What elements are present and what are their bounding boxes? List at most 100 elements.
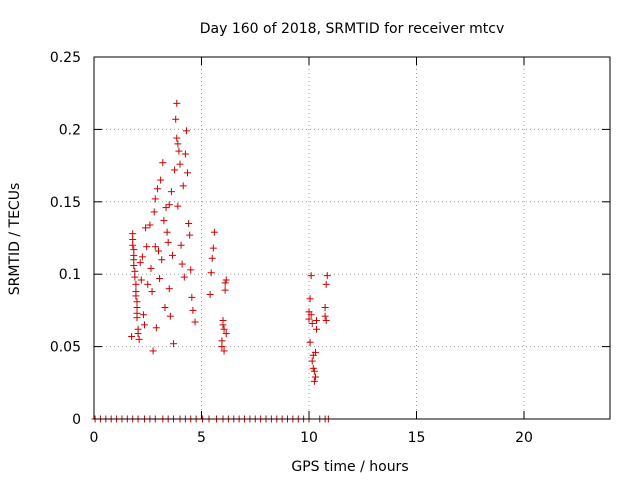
data-point [180, 273, 188, 281]
data-point [310, 377, 318, 385]
data-point [136, 259, 144, 267]
data-point [182, 127, 190, 135]
data-point [173, 134, 181, 142]
x-tick-label: 15 [408, 430, 426, 446]
data-point [210, 228, 218, 236]
data-point [174, 140, 182, 148]
data-point [171, 166, 179, 174]
data-point [306, 338, 314, 346]
data-point [321, 304, 329, 312]
data-point [207, 269, 215, 277]
data-point [313, 317, 321, 325]
x-tick-label: 20 [515, 430, 533, 446]
data-point [153, 185, 161, 193]
data-point [222, 330, 230, 338]
data-point [220, 347, 228, 355]
data-point [307, 272, 315, 280]
x-tick-label: 5 [197, 430, 206, 446]
data-point [130, 262, 138, 270]
data-point [151, 243, 159, 251]
data-point [181, 150, 189, 158]
data-point [174, 202, 182, 210]
data-point [128, 332, 136, 340]
data-point [129, 241, 137, 249]
data-point [164, 238, 172, 246]
y-tick-label: 0.1 [59, 267, 81, 283]
data-point [157, 176, 165, 184]
data-point [221, 286, 229, 294]
x-axis-label: GPS time / hours [291, 459, 408, 475]
data-point [185, 220, 193, 228]
data-point [150, 208, 158, 216]
data-point [321, 312, 329, 320]
data-point [166, 312, 174, 320]
data-point [310, 367, 318, 375]
data-point [220, 325, 228, 333]
data-point [311, 348, 319, 356]
data-point [133, 314, 141, 322]
plot-frame [93, 56, 611, 420]
data-point [156, 275, 164, 283]
grid [94, 57, 610, 419]
data-point [209, 244, 217, 252]
data-point [142, 224, 150, 232]
data-point [132, 280, 140, 288]
data-point [323, 272, 331, 280]
data-point [206, 290, 214, 298]
data-point [146, 221, 154, 229]
data-point [137, 276, 145, 284]
y-tick-label: 0.05 [50, 340, 81, 356]
data-point [305, 315, 313, 323]
data-point [308, 357, 316, 365]
data-point [155, 247, 162, 255]
data-point [322, 280, 330, 288]
data-point [322, 317, 330, 325]
x-tick-label: 0 [90, 430, 99, 446]
data-point [177, 241, 185, 249]
data-point [308, 319, 316, 327]
data-point [149, 347, 157, 355]
data-point [186, 231, 194, 239]
data-point [147, 264, 155, 272]
data-point [152, 324, 160, 332]
data-point [163, 228, 171, 236]
data-point [162, 204, 170, 212]
data-point [132, 292, 140, 300]
data-point [167, 188, 175, 196]
data-point [138, 253, 146, 261]
data-point [168, 251, 176, 259]
data-point [176, 160, 184, 168]
data-point [148, 288, 156, 296]
data-point [158, 256, 166, 264]
data-point [222, 276, 230, 284]
data-point [141, 321, 149, 329]
data-point [165, 201, 173, 209]
data-point [159, 159, 167, 167]
data-point [151, 195, 159, 203]
data-point [219, 317, 227, 325]
data-point [307, 311, 315, 319]
chart-title: Day 160 of 2018, SRMTID for receiver mtc… [200, 21, 505, 37]
y-tick-label: 0.15 [50, 195, 81, 211]
data-point [218, 337, 226, 345]
data-point [175, 147, 183, 155]
data-point [221, 279, 229, 287]
y-tick-label: 0.25 [50, 50, 81, 66]
axis-ticks: 0 5 10 15 20 0 0.05 0.1 0.15 0.2 0.25 [50, 50, 610, 446]
data-point [161, 304, 169, 312]
data-point [172, 115, 180, 123]
data-point [191, 318, 199, 326]
data-point [143, 243, 151, 251]
x-tick-label: 10 [300, 430, 318, 446]
data-point [131, 273, 139, 281]
y-tick-label: 0 [72, 412, 81, 428]
data-point [160, 217, 168, 225]
data-point [179, 182, 187, 190]
y-axis-label: SRMTID / TECUs [7, 183, 23, 296]
data-point [188, 293, 196, 301]
data-point [170, 340, 178, 348]
data-point [184, 169, 192, 177]
data-point [208, 254, 216, 262]
